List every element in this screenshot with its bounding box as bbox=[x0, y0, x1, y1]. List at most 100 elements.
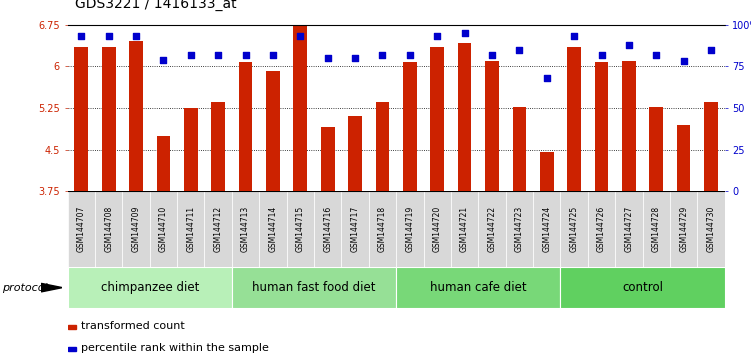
Text: GSM144718: GSM144718 bbox=[378, 206, 387, 252]
Bar bbox=[232, 267, 397, 308]
Text: GSM144711: GSM144711 bbox=[186, 206, 195, 252]
Point bbox=[349, 55, 361, 61]
Bar bbox=[397, 267, 560, 308]
Text: GSM144722: GSM144722 bbox=[487, 206, 496, 252]
Point bbox=[459, 30, 471, 36]
Bar bbox=[95, 191, 122, 267]
Bar bbox=[259, 191, 287, 267]
Point bbox=[321, 55, 333, 61]
Bar bbox=[68, 191, 95, 267]
Bar bbox=[677, 125, 690, 191]
Text: GSM144713: GSM144713 bbox=[241, 206, 250, 252]
Point bbox=[431, 34, 443, 39]
Point bbox=[185, 52, 197, 58]
Text: GSM144708: GSM144708 bbox=[104, 206, 113, 252]
Bar bbox=[643, 191, 670, 267]
Bar bbox=[211, 102, 225, 191]
Bar bbox=[232, 191, 259, 267]
Bar bbox=[505, 191, 533, 267]
Text: percentile rank within the sample: percentile rank within the sample bbox=[81, 343, 269, 353]
Bar bbox=[149, 191, 177, 267]
Point bbox=[541, 75, 553, 81]
Text: protocol: protocol bbox=[2, 282, 48, 293]
Bar bbox=[595, 63, 608, 191]
Point bbox=[650, 52, 662, 58]
Text: GSM144715: GSM144715 bbox=[296, 206, 305, 252]
Point bbox=[705, 47, 717, 52]
Text: GDS3221 / 1416133_at: GDS3221 / 1416133_at bbox=[75, 0, 237, 11]
Point bbox=[294, 34, 306, 39]
Bar bbox=[567, 47, 581, 191]
Point bbox=[596, 52, 608, 58]
Text: GSM144716: GSM144716 bbox=[323, 206, 332, 252]
Bar bbox=[397, 191, 424, 267]
Bar bbox=[424, 191, 451, 267]
Bar bbox=[321, 127, 334, 191]
Text: GSM144723: GSM144723 bbox=[515, 206, 524, 252]
Text: GSM144720: GSM144720 bbox=[433, 206, 442, 252]
Point bbox=[240, 52, 252, 58]
Bar bbox=[540, 152, 553, 191]
Bar bbox=[650, 107, 663, 191]
Bar bbox=[622, 61, 636, 191]
Bar bbox=[615, 191, 643, 267]
Bar bbox=[698, 191, 725, 267]
Bar bbox=[287, 191, 314, 267]
Bar bbox=[129, 41, 143, 191]
Bar bbox=[348, 116, 362, 191]
Bar bbox=[704, 102, 718, 191]
Bar bbox=[588, 191, 615, 267]
Text: GSM144721: GSM144721 bbox=[460, 206, 469, 252]
Bar bbox=[314, 191, 342, 267]
Text: GSM144724: GSM144724 bbox=[542, 206, 551, 252]
Bar bbox=[74, 47, 88, 191]
Point bbox=[103, 34, 115, 39]
Bar bbox=[560, 191, 588, 267]
Bar bbox=[512, 107, 526, 191]
Text: GSM144730: GSM144730 bbox=[707, 206, 716, 252]
Bar bbox=[376, 102, 389, 191]
Text: transformed count: transformed count bbox=[81, 321, 185, 331]
Bar bbox=[177, 191, 204, 267]
Bar bbox=[560, 267, 725, 308]
Bar bbox=[266, 71, 280, 191]
Bar bbox=[68, 347, 76, 350]
Point bbox=[213, 52, 225, 58]
Bar bbox=[478, 191, 505, 267]
Text: human cafe diet: human cafe diet bbox=[430, 281, 526, 294]
Text: human fast food diet: human fast food diet bbox=[252, 281, 376, 294]
Text: GSM144707: GSM144707 bbox=[77, 206, 86, 252]
Point bbox=[514, 47, 526, 52]
Bar bbox=[451, 191, 478, 267]
Bar bbox=[68, 325, 76, 329]
Text: GSM144729: GSM144729 bbox=[679, 206, 688, 252]
Bar bbox=[369, 191, 397, 267]
Point bbox=[75, 34, 87, 39]
Polygon shape bbox=[41, 283, 62, 292]
Text: GSM144714: GSM144714 bbox=[268, 206, 277, 252]
Point bbox=[568, 34, 580, 39]
Bar bbox=[458, 43, 472, 191]
Text: chimpanzee diet: chimpanzee diet bbox=[101, 281, 199, 294]
Text: GSM144725: GSM144725 bbox=[569, 206, 578, 252]
Text: GSM144728: GSM144728 bbox=[652, 206, 661, 252]
Text: GSM144726: GSM144726 bbox=[597, 206, 606, 252]
Bar bbox=[122, 191, 149, 267]
Text: GSM144712: GSM144712 bbox=[214, 206, 223, 252]
Bar bbox=[204, 191, 232, 267]
Point bbox=[623, 42, 635, 47]
Point bbox=[404, 52, 416, 58]
Bar bbox=[670, 191, 698, 267]
Bar bbox=[294, 25, 307, 191]
Text: GSM144727: GSM144727 bbox=[624, 206, 633, 252]
Text: GSM144717: GSM144717 bbox=[351, 206, 360, 252]
Bar bbox=[68, 267, 232, 308]
Bar bbox=[533, 191, 560, 267]
Bar bbox=[342, 191, 369, 267]
Point bbox=[376, 52, 388, 58]
Bar bbox=[239, 62, 252, 191]
Point bbox=[677, 58, 689, 64]
Text: control: control bbox=[622, 281, 663, 294]
Text: GSM144710: GSM144710 bbox=[159, 206, 168, 252]
Bar bbox=[430, 47, 444, 191]
